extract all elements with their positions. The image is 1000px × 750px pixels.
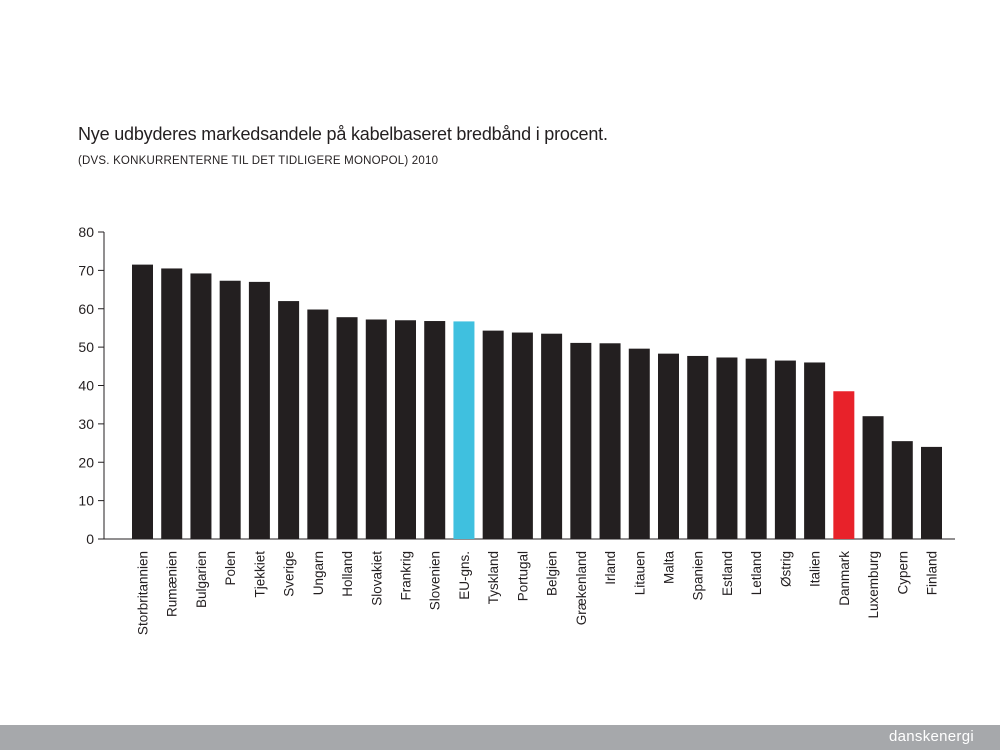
x-category-label: Finland [925,551,940,595]
bar [687,355,709,539]
x-category-label: Grækenland [574,551,589,625]
chart-title: Nye udbyderes markedsandele på kabelbase… [78,124,608,144]
x-category-label: Estland [720,551,735,596]
bar [395,320,416,539]
y-tick-label: 30 [78,416,94,432]
x-category-label: Rumænien [165,551,180,617]
y-tick-label: 80 [78,224,94,240]
x-category-label: Tyskland [486,551,501,604]
bar [628,348,650,539]
bar [570,342,592,539]
bar [307,309,329,539]
bar [921,446,942,539]
bar [365,319,387,539]
x-category-label: Spanien [691,551,706,601]
x-category-label: Bulgarien [194,551,209,608]
x-category-label: Luxemburg [866,551,881,619]
x-category-label: Frankrig [399,551,414,601]
bar [248,281,270,539]
x-category-label: Tjekkiet [252,551,267,598]
bar [132,264,153,539]
bar [511,332,533,539]
bar [891,441,913,539]
bar [190,273,212,539]
x-category-label: Storbritannien [136,551,151,635]
y-tick-label: 60 [78,301,94,317]
bar [745,358,767,539]
x-category-label: Danmark [837,551,852,606]
x-category-label: Belgien [545,551,560,596]
x-category-label: EU-gns. [457,551,472,600]
bar [424,321,446,539]
bar [541,333,563,539]
brand-logo: danskenergi [888,728,974,745]
y-tick-label: 70 [78,262,94,278]
bar [336,317,358,539]
x-category-label: Slovakiet [369,551,384,606]
bar [482,330,504,539]
x-category-label: Slovenien [428,551,443,610]
x-category-label: Letland [749,551,764,595]
bar [453,321,475,539]
bar [716,357,738,539]
bar [862,416,884,539]
y-tick-label: 0 [86,531,94,547]
x-category-label: Malta [662,551,677,585]
bar [219,280,241,539]
footer-bar: danskenergi [0,725,1000,750]
x-category-label: Polen [223,551,238,586]
x-category-label: Litauen [632,551,647,595]
bar [658,353,679,539]
x-category-label: Cypern [895,551,910,595]
x-category-label: Portugal [515,551,530,601]
bar [599,343,621,539]
x-category-label: Østrig [778,551,793,587]
x-category-label: Italien [808,551,823,587]
bar [161,268,183,539]
x-category-label: Irland [603,551,618,585]
x-category-label: Holland [340,551,355,597]
bar [278,301,300,539]
bar [774,360,796,539]
bar [833,391,855,539]
y-tick-label: 20 [78,454,94,470]
y-tick-label: 50 [78,339,94,355]
x-category-label: Ungarn [311,551,326,595]
y-tick-label: 40 [78,378,94,394]
x-category-label: Sverige [282,551,297,597]
y-tick-label: 10 [78,493,94,509]
bar-chart: 0 10 20 30 40 50 60 70 80 Storbritannien Rumænien B… [78,224,955,635]
bar [804,362,826,539]
chart-subtitle: (DVS. KONKURRENTERNE TIL DET TIDLIGERE M… [78,155,439,167]
